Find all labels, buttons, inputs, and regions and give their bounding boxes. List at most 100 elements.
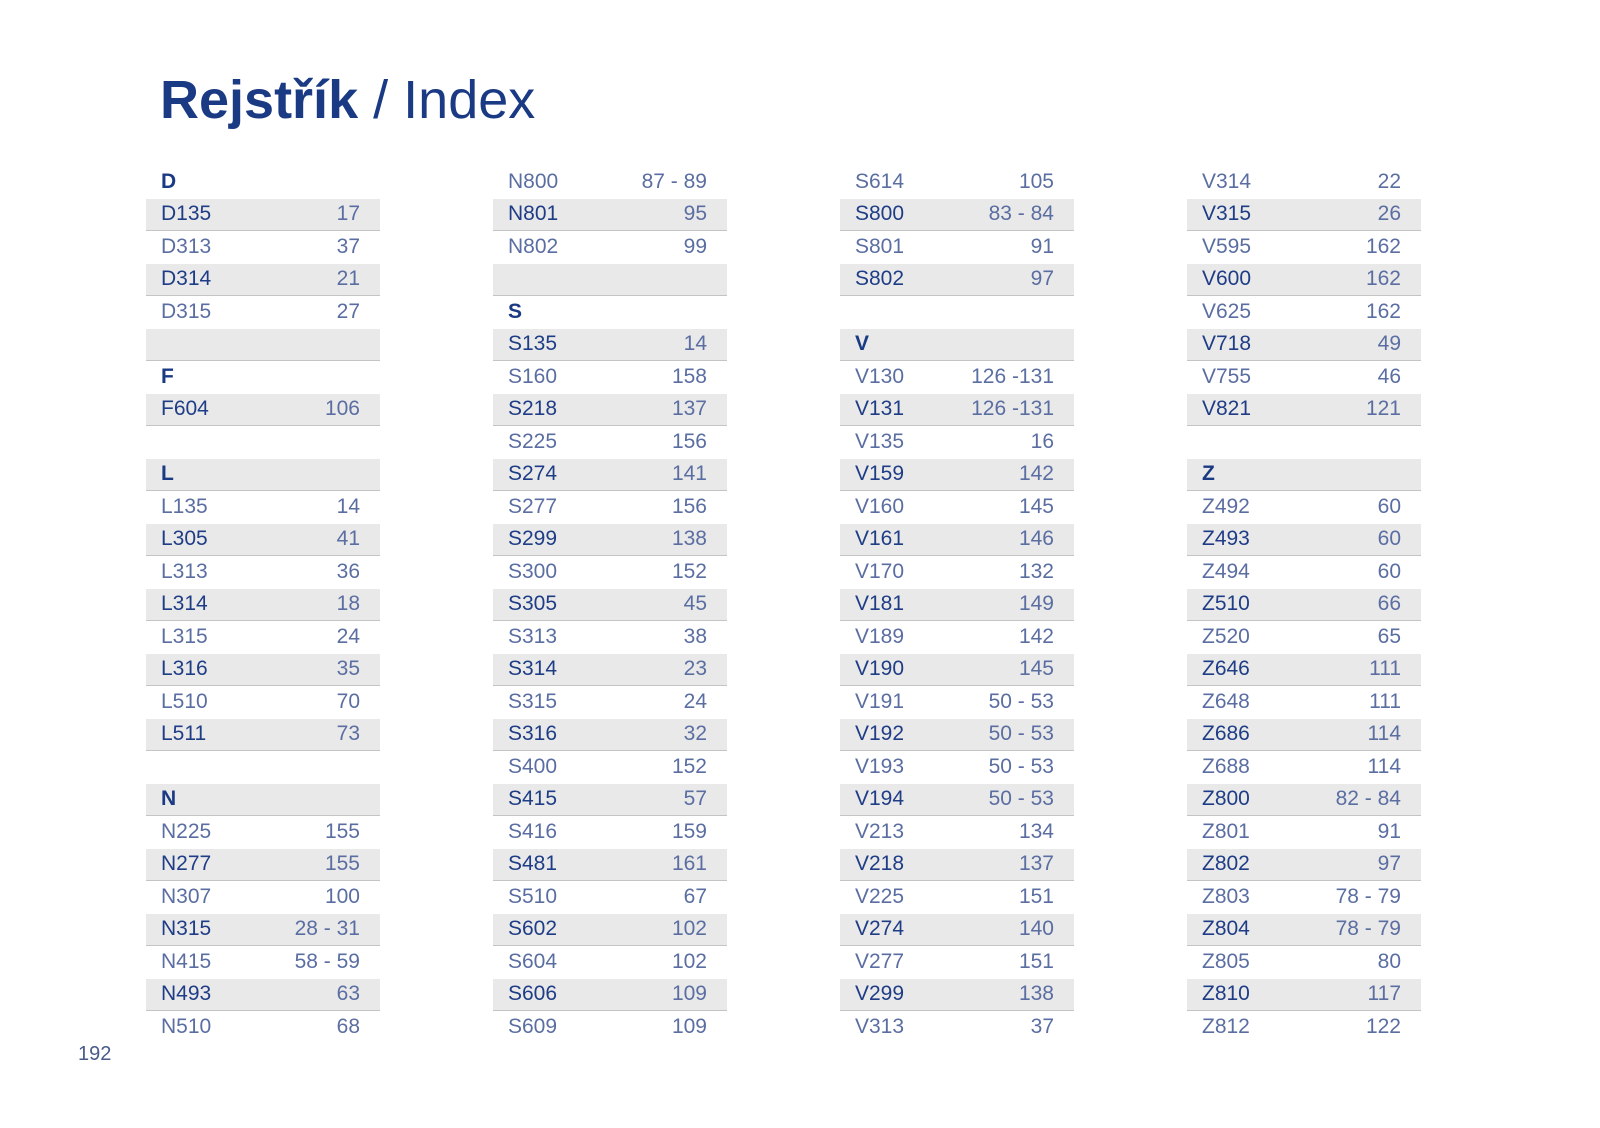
index-entry: N493 63 bbox=[146, 978, 380, 1011]
product-code: S274 bbox=[508, 462, 558, 486]
product-code: S314 bbox=[508, 657, 558, 681]
product-code: L313 bbox=[161, 560, 208, 584]
index-entry: V159 142 bbox=[840, 458, 1074, 491]
product-code: L315 bbox=[161, 625, 208, 649]
product-code: D313 bbox=[161, 235, 212, 259]
product-code: Z802 bbox=[1202, 852, 1250, 876]
page-reference: 91 bbox=[1377, 820, 1401, 844]
page-reference: 137 bbox=[671, 397, 707, 421]
product-code: S481 bbox=[508, 852, 558, 876]
product-code: V600 bbox=[1202, 267, 1252, 291]
index-entry: N307 100 bbox=[146, 881, 380, 914]
product-code: S305 bbox=[508, 592, 558, 616]
page-reference: 155 bbox=[324, 852, 360, 876]
page-reference: 151 bbox=[1018, 950, 1054, 974]
letter-header: D bbox=[146, 166, 380, 199]
index-entry: S299 138 bbox=[493, 523, 727, 556]
product-code: N800 bbox=[508, 170, 559, 194]
letter-header: Z bbox=[1187, 458, 1421, 491]
index-entry: L314 18 bbox=[146, 588, 380, 621]
product-code: S300 bbox=[508, 560, 558, 584]
index-entry: V194 50 - 53 bbox=[840, 783, 1074, 816]
index-entry: V821 121 bbox=[1187, 393, 1421, 426]
product-code: N277 bbox=[161, 852, 212, 876]
index-entry: V595 162 bbox=[1187, 231, 1421, 264]
page-reference: 57 bbox=[683, 787, 707, 811]
page-reference: 109 bbox=[671, 1015, 707, 1039]
page-reference: 65 bbox=[1377, 625, 1401, 649]
product-code: S602 bbox=[508, 917, 558, 941]
index-entry: S274 141 bbox=[493, 458, 727, 491]
product-code: V130 bbox=[855, 365, 905, 389]
product-code: Z648 bbox=[1202, 690, 1250, 714]
index-entry: N315 28 - 31 bbox=[146, 913, 380, 946]
product-code: V274 bbox=[855, 917, 905, 941]
product-code: V135 bbox=[855, 430, 905, 454]
index-entry: Z494 60 bbox=[1187, 556, 1421, 589]
index-entry: V190 145 bbox=[840, 653, 1074, 686]
product-code: V189 bbox=[855, 625, 905, 649]
product-code: N510 bbox=[161, 1015, 212, 1039]
index-entry: L510 70 bbox=[146, 686, 380, 719]
product-code: L316 bbox=[161, 657, 208, 681]
product-code: S609 bbox=[508, 1015, 558, 1039]
letter-header-label: F bbox=[161, 365, 174, 389]
product-code: L314 bbox=[161, 592, 208, 616]
product-code: V313 bbox=[855, 1015, 905, 1039]
index-entry: Z492 60 bbox=[1187, 491, 1421, 524]
product-code: N802 bbox=[508, 235, 559, 259]
product-code: V315 bbox=[1202, 202, 1252, 226]
page-reference: 137 bbox=[1018, 852, 1054, 876]
product-code: S277 bbox=[508, 495, 558, 519]
page-reference: 18 bbox=[336, 592, 360, 616]
index-entry: N801 95 bbox=[493, 198, 727, 231]
index-entry: Z803 78 - 79 bbox=[1187, 881, 1421, 914]
blank-row bbox=[146, 426, 380, 459]
product-code: L305 bbox=[161, 527, 208, 551]
page-reference: 102 bbox=[671, 917, 707, 941]
index-entry: V274 140 bbox=[840, 913, 1074, 946]
product-code: S135 bbox=[508, 332, 558, 356]
index-entry: V131 126 -131 bbox=[840, 393, 1074, 426]
product-code: Z800 bbox=[1202, 787, 1250, 811]
page-reference: 80 bbox=[1377, 950, 1401, 974]
blank-row bbox=[840, 296, 1074, 329]
product-code: V225 bbox=[855, 885, 905, 909]
page-reference: 126 -131 bbox=[971, 397, 1054, 421]
page-reference: 99 bbox=[683, 235, 707, 259]
page-reference: 100 bbox=[324, 885, 360, 909]
product-code: V314 bbox=[1202, 170, 1252, 194]
index-entry: V213 134 bbox=[840, 816, 1074, 849]
index-column-2: N800 87 - 89 N801 95 N802 99 S S135 14 S160 158 S21… bbox=[493, 166, 727, 1044]
index-entry: S602 102 bbox=[493, 913, 727, 946]
index-entry: L135 14 bbox=[146, 491, 380, 524]
index-entry: S315 24 bbox=[493, 686, 727, 719]
product-code: Z801 bbox=[1202, 820, 1250, 844]
page-reference: 37 bbox=[336, 235, 360, 259]
page-reference: 156 bbox=[671, 495, 707, 519]
page-number: 192 bbox=[78, 1043, 112, 1065]
product-code: V181 bbox=[855, 592, 905, 616]
page-reference: 36 bbox=[336, 560, 360, 584]
page-reference: 145 bbox=[1018, 495, 1054, 519]
page-reference: 162 bbox=[1365, 267, 1401, 291]
blank-row bbox=[146, 751, 380, 784]
index-entry: S225 156 bbox=[493, 426, 727, 459]
product-code: Z804 bbox=[1202, 917, 1250, 941]
index-column-3: S614 105 S800 83 - 84 S801 91 S802 97 V V130 126 -… bbox=[840, 166, 1074, 1044]
index-entry: Z510 66 bbox=[1187, 588, 1421, 621]
letter-header: N bbox=[146, 783, 380, 816]
product-code: Z803 bbox=[1202, 885, 1250, 909]
page-reference: 67 bbox=[683, 885, 707, 909]
page-reference: 83 - 84 bbox=[988, 202, 1054, 226]
index-entry: S606 109 bbox=[493, 978, 727, 1011]
page-reference: 149 bbox=[1018, 592, 1054, 616]
page-reference: 109 bbox=[671, 982, 707, 1006]
product-code: S614 bbox=[855, 170, 905, 194]
product-code: V161 bbox=[855, 527, 905, 551]
page-reference: 37 bbox=[1030, 1015, 1054, 1039]
page-reference: 41 bbox=[336, 527, 360, 551]
index-entry: S614 105 bbox=[840, 166, 1074, 199]
page-reference: 45 bbox=[683, 592, 707, 616]
page-reference: 14 bbox=[683, 332, 707, 356]
